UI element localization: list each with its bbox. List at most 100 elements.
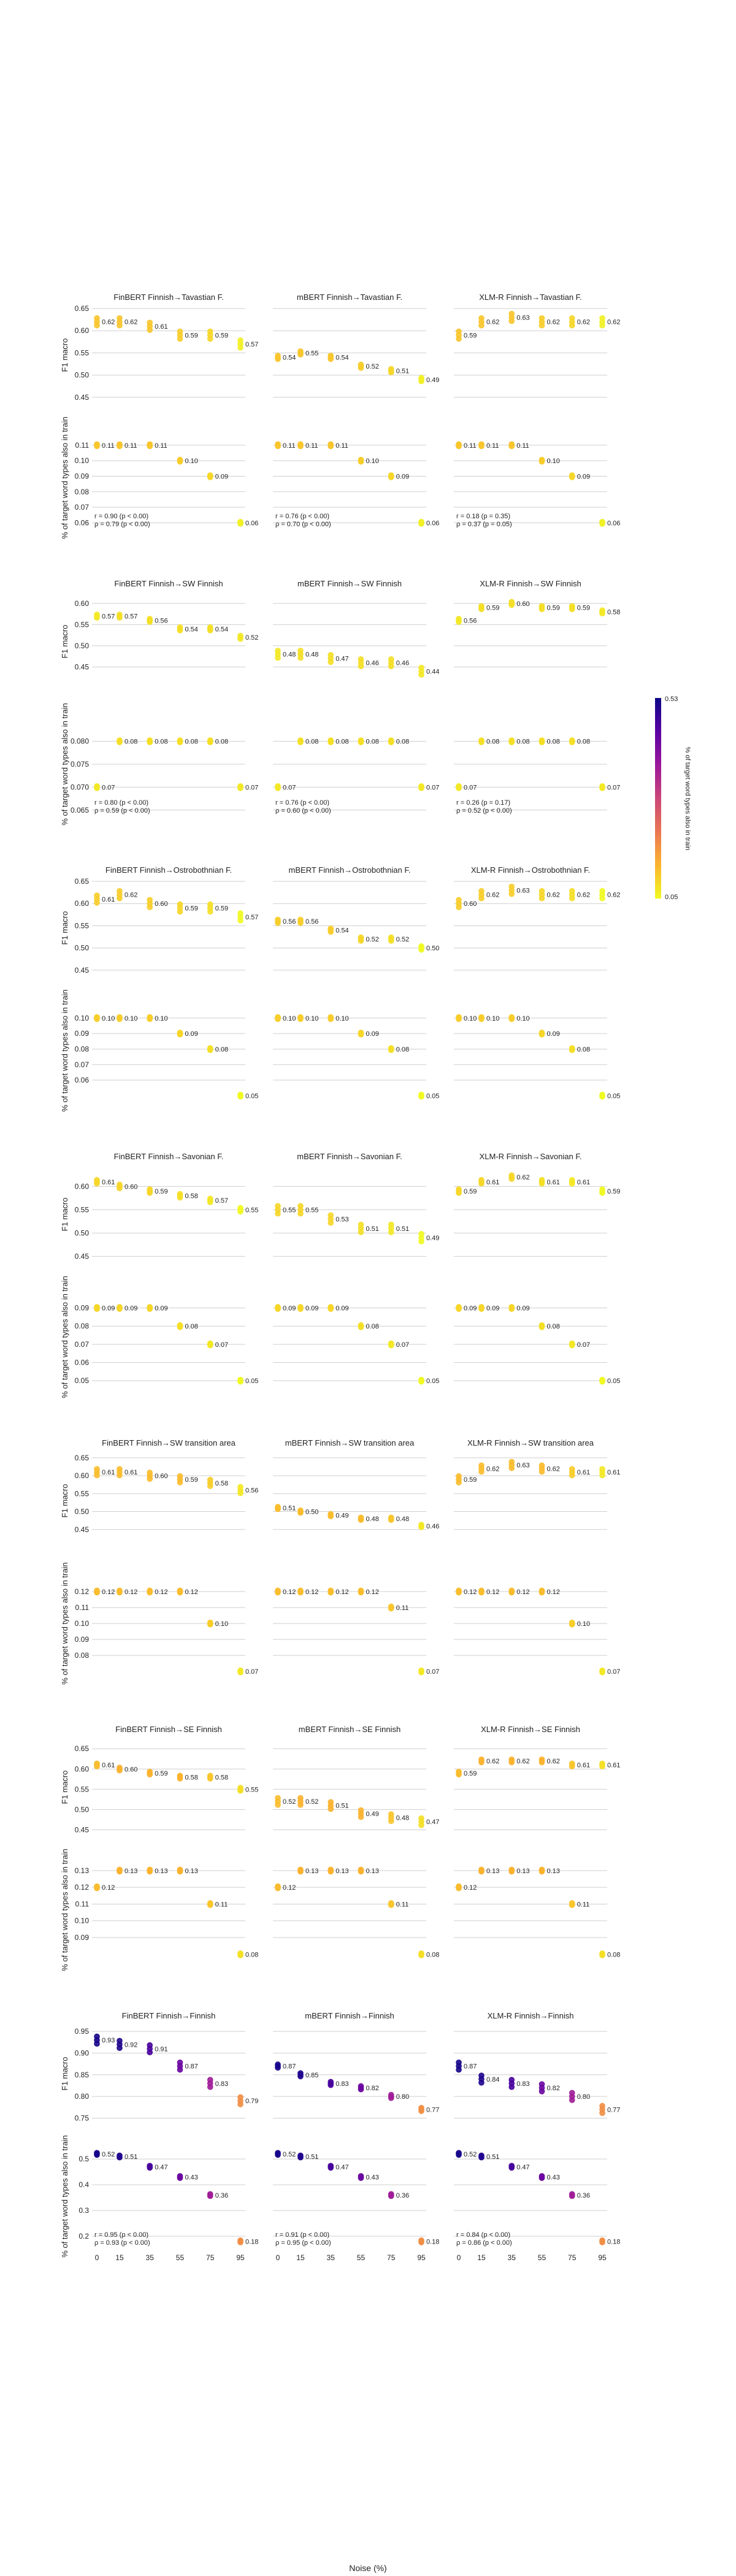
data-label: 0.08 (155, 738, 167, 746)
y-tick-label: 0.11 (75, 1603, 90, 1612)
data-label: 0.48 (305, 651, 318, 659)
data-point (599, 1472, 605, 1479)
data-point (456, 1885, 462, 1892)
data-label: 0.12 (102, 1589, 115, 1596)
panel-title: FinBERT Finnish→Ostrobothnian F. (105, 865, 232, 875)
data-point (207, 1047, 213, 1053)
data-label: 0.11 (125, 442, 137, 450)
data-label: 0.62 (577, 319, 590, 326)
data-label: 0.93 (102, 2037, 115, 2044)
data-point (275, 1503, 281, 1510)
data-point (275, 785, 281, 791)
data-label: 0.09 (125, 1305, 137, 1313)
y-tick-label: 0.55 (75, 1785, 90, 1793)
data-label: 0.58 (215, 1774, 228, 1781)
y-axis-label: % of target word types also in train (60, 989, 69, 1111)
overlap-subplot: 0.12 0.13 0.13 0.13 0.11 0.08 (273, 1866, 439, 1958)
data-label: 0.60 (464, 900, 477, 908)
data-label: 0.12 (464, 1884, 477, 1892)
y-tick-label: 0.65 (75, 1744, 90, 1753)
data-label: 0.59 (215, 905, 228, 912)
y-tick-label: 0.08 (75, 488, 90, 496)
data-point (275, 1589, 281, 1596)
data-point (539, 1031, 545, 1038)
data-label: 0.10 (546, 458, 559, 465)
data-label: 0.51 (125, 2153, 137, 2161)
data-label: 0.12 (283, 1884, 296, 1892)
data-label: 0.59 (464, 1476, 477, 1484)
data-point (478, 2154, 485, 2161)
y-tick-label: 0.55 (75, 1489, 90, 1498)
data-point (275, 1885, 281, 1892)
data-point (418, 1952, 424, 1958)
data-point (237, 1094, 243, 1100)
data-point (275, 1801, 281, 1808)
data-label: 0.12 (305, 1589, 318, 1596)
data-point (177, 1479, 183, 1485)
f1-subplot: 0.59 0.62 0.63 0.62 0.61 0.61 (454, 1457, 620, 1530)
data-point (508, 318, 515, 324)
data-point (569, 1760, 575, 1767)
panel-title: mBERT Finnish→SW transition area (285, 1438, 415, 1447)
data-label: 0.56 (245, 1487, 258, 1494)
data-point (569, 322, 575, 329)
data-label: 0.50 (305, 1509, 318, 1516)
y-tick-label: 0.60 (75, 1182, 90, 1190)
data-point (508, 1306, 515, 1312)
data-point (297, 348, 304, 355)
data-label: 0.46 (366, 660, 378, 667)
y-tick-label: 0.12 (75, 1883, 90, 1892)
data-point (358, 2083, 364, 2090)
data-label: 0.50 (426, 945, 439, 953)
overlap-subplot: 0.10 0.10 0.10 0.09 0.08 0.05 (454, 1014, 620, 1100)
data-point (275, 1306, 281, 1312)
data-point (388, 1605, 394, 1612)
data-point (388, 1047, 394, 1053)
x-tick-label: 75 (387, 2253, 396, 2262)
data-point (569, 895, 575, 902)
y-tick-label: 0.08 (75, 1322, 90, 1330)
data-label: 0.87 (185, 2063, 197, 2071)
data-point (508, 1756, 515, 1763)
data-label: 0.51 (396, 1225, 409, 1233)
y-tick-label: 0.90 (75, 2049, 90, 2057)
panel-title: XLM-R Finnish→Finnish (488, 2011, 574, 2020)
data-point (237, 785, 243, 791)
data-label: 0.05 (245, 1092, 258, 1100)
data-label: 0.59 (464, 332, 477, 339)
panel-title: FinBERT Finnish→SW transition area (102, 1438, 236, 1447)
data-point (328, 353, 334, 359)
data-point (599, 1094, 605, 1100)
data-point (147, 739, 153, 746)
y-tick-label: 0.09 (75, 1933, 90, 1942)
data-point (94, 1885, 100, 1892)
panel-13: mBERT Finnish→SW transition area 0.51 0.50… (273, 1438, 439, 1676)
data-label: 0.56 (464, 617, 477, 624)
data-point (418, 375, 424, 381)
data-point (358, 1031, 364, 1038)
data-point (418, 2104, 424, 2111)
correlation-stat: ρ = 0.70 (p < 0.00) (275, 521, 331, 528)
data-point (177, 458, 183, 465)
panel-20: XLM-R Finnish→Finnish0.870.840.830.820.8… (454, 2011, 620, 2262)
data-point (94, 1589, 100, 1596)
data-point (117, 1181, 123, 1188)
data-label: 0.52 (396, 936, 409, 943)
x-tick-label: 0 (276, 2253, 280, 2262)
data-label: 0.62 (546, 1465, 559, 1473)
data-label: 0.06 (245, 519, 258, 527)
data-label: 0.05 (607, 1378, 620, 1385)
data-label: 0.08 (546, 738, 559, 746)
data-label: 0.12 (464, 1589, 477, 1596)
data-point (328, 1868, 334, 1875)
y-axis-label: % of target word types also in train (60, 1562, 69, 1684)
data-label: 0.08 (185, 1323, 197, 1330)
y-tick-label: 0.10 (75, 1917, 90, 1925)
f1-subplot: 0.52 0.52 0.51 0.49 0.48 0.47 (273, 1748, 439, 1830)
data-point (478, 1756, 485, 1763)
data-label: 0.48 (396, 1815, 409, 1822)
data-label: 0.13 (516, 1868, 529, 1875)
y-tick-label: 0.06 (75, 1076, 90, 1084)
data-label: 0.07 (426, 1668, 439, 1676)
data-point (147, 616, 153, 622)
